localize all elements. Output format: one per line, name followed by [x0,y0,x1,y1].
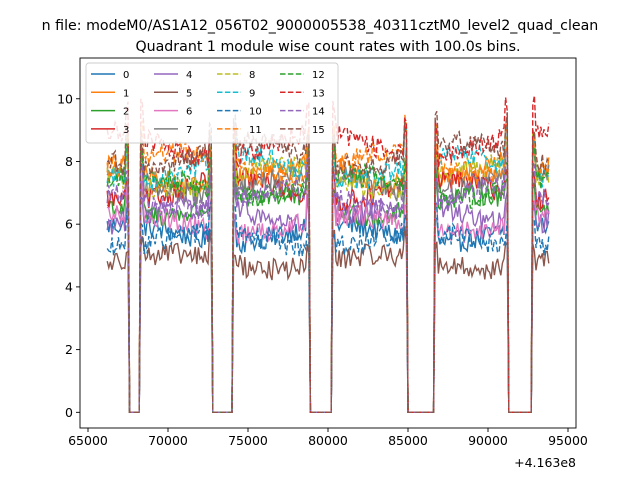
y-tick-label: 2 [65,342,73,357]
legend-label-1: 1 [123,88,129,99]
series-line-12 [106,137,550,413]
y-axis: 0 2 4 6 8 10 [57,91,80,420]
series-line-15 [106,111,550,413]
x-tick-label: 90000 [468,433,508,448]
legend-label-0: 0 [123,70,129,81]
x-tick-label: 75000 [228,433,268,448]
x-tick-label: 65000 [68,433,108,448]
chart-title: Quadrant 1 module wise count rates with … [135,39,520,55]
legend-frame [85,62,339,144]
legend-label-12: 12 [312,70,325,81]
legend-label-13: 13 [312,88,325,99]
x-tick-label: 95000 [548,433,588,448]
legend-label-10: 10 [249,107,262,118]
legend-label-9: 9 [249,88,255,99]
figure-suptitle: n file: modeM0/AS1A12_056T02_9000005538_… [42,18,599,34]
x-tick-label: 70000 [148,433,188,448]
legend-label-7: 7 [186,125,192,136]
y-tick-label: 10 [57,91,73,106]
y-tick-label: 6 [65,217,73,232]
legend-label-11: 11 [249,125,262,136]
legend-label-15: 15 [312,125,325,136]
y-tick-label: 4 [65,279,73,294]
legend-label-3: 3 [123,125,129,136]
legend-label-5: 5 [186,88,192,99]
x-tick-label: 85000 [388,433,428,448]
x-tick-label: 80000 [308,433,348,448]
x-axis: 65000 70000 75000 80000 85000 90000 95000 [68,428,588,448]
y-tick-label: 8 [65,154,73,169]
legend-label-6: 6 [186,107,192,118]
legend-label-8: 8 [249,70,255,81]
series-line-10 [106,200,550,413]
y-tick-label: 0 [65,405,73,420]
legend-label-14: 14 [312,107,325,118]
x-offset-label: +4.163e8 [514,455,576,470]
legend-label-4: 4 [186,70,192,81]
legend-label-2: 2 [123,107,129,118]
